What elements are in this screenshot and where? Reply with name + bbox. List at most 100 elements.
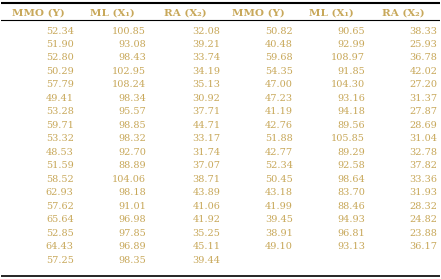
- Text: 38.33: 38.33: [409, 27, 437, 35]
- Text: 32.78: 32.78: [409, 148, 437, 157]
- Text: 96.98: 96.98: [118, 215, 146, 224]
- Text: 39.44: 39.44: [193, 256, 220, 264]
- Text: 30.92: 30.92: [193, 94, 220, 103]
- Text: 88.89: 88.89: [118, 161, 146, 170]
- Text: 42.77: 42.77: [265, 148, 293, 157]
- Text: 104.30: 104.30: [331, 80, 365, 90]
- Text: 93.13: 93.13: [337, 242, 365, 251]
- Text: 57.79: 57.79: [46, 80, 74, 90]
- Text: 88.46: 88.46: [337, 202, 365, 211]
- Text: 51.88: 51.88: [265, 134, 293, 143]
- Text: RA (X₂): RA (X₂): [382, 8, 425, 17]
- Text: 31.74: 31.74: [192, 148, 220, 157]
- Text: 98.43: 98.43: [118, 54, 146, 62]
- Text: 91.85: 91.85: [337, 67, 365, 76]
- Text: 51.59: 51.59: [46, 161, 74, 170]
- Text: 65.64: 65.64: [46, 215, 74, 224]
- Text: 50.29: 50.29: [46, 67, 74, 76]
- Text: 36.78: 36.78: [410, 54, 437, 62]
- Text: 24.82: 24.82: [409, 215, 437, 224]
- Text: 98.35: 98.35: [118, 256, 146, 264]
- Text: 31.37: 31.37: [409, 94, 437, 103]
- Text: 40.48: 40.48: [265, 40, 293, 49]
- Text: 100.85: 100.85: [112, 27, 146, 35]
- Text: 41.99: 41.99: [265, 202, 293, 211]
- Text: 41.06: 41.06: [193, 202, 220, 211]
- Text: 59.71: 59.71: [46, 121, 74, 130]
- Text: 90.65: 90.65: [337, 27, 365, 35]
- Text: 31.04: 31.04: [409, 134, 437, 143]
- Text: 36.17: 36.17: [409, 242, 437, 251]
- Text: 92.99: 92.99: [337, 40, 365, 49]
- Text: 48.53: 48.53: [46, 148, 74, 157]
- Text: 25.93: 25.93: [410, 40, 437, 49]
- Text: 47.00: 47.00: [265, 80, 293, 90]
- Text: 41.92: 41.92: [193, 215, 220, 224]
- Text: 33.74: 33.74: [192, 54, 220, 62]
- Text: 92.70: 92.70: [118, 148, 146, 157]
- Text: 37.07: 37.07: [193, 161, 220, 170]
- Text: 108.97: 108.97: [331, 54, 365, 62]
- Text: 34.19: 34.19: [193, 67, 220, 76]
- Text: 97.85: 97.85: [118, 229, 146, 238]
- Text: 33.17: 33.17: [192, 134, 220, 143]
- Text: 94.93: 94.93: [337, 215, 365, 224]
- Text: 42.76: 42.76: [265, 121, 293, 130]
- Text: 98.18: 98.18: [118, 188, 146, 197]
- Text: 54.35: 54.35: [265, 67, 293, 76]
- Text: 102.95: 102.95: [112, 67, 146, 76]
- Text: 105.85: 105.85: [331, 134, 365, 143]
- Text: 58.52: 58.52: [46, 175, 74, 184]
- Text: 37.71: 37.71: [192, 107, 220, 116]
- Text: 27.20: 27.20: [409, 80, 437, 90]
- Text: 91.01: 91.01: [118, 202, 146, 211]
- Text: 52.34: 52.34: [265, 161, 293, 170]
- Text: MMO (Y): MMO (Y): [232, 8, 285, 17]
- Text: 62.93: 62.93: [46, 188, 74, 197]
- Text: 83.70: 83.70: [337, 188, 365, 197]
- Text: 38.91: 38.91: [265, 229, 293, 238]
- Text: 37.82: 37.82: [409, 161, 437, 170]
- Text: 98.64: 98.64: [337, 175, 365, 184]
- Text: 98.32: 98.32: [118, 134, 146, 143]
- Text: 45.11: 45.11: [193, 242, 220, 251]
- Text: 93.08: 93.08: [118, 40, 146, 49]
- Text: 39.45: 39.45: [265, 215, 293, 224]
- Text: 96.81: 96.81: [337, 229, 365, 238]
- Text: MMO (Y): MMO (Y): [12, 8, 65, 17]
- Text: 53.28: 53.28: [46, 107, 74, 116]
- Text: 32.08: 32.08: [193, 27, 220, 35]
- Text: 92.58: 92.58: [337, 161, 365, 170]
- Text: RA (X₂): RA (X₂): [164, 8, 207, 17]
- Text: 89.56: 89.56: [337, 121, 365, 130]
- Text: ML (X₁): ML (X₁): [309, 8, 354, 17]
- Text: 59.68: 59.68: [265, 54, 293, 62]
- Text: 52.80: 52.80: [46, 54, 74, 62]
- Text: 57.62: 57.62: [46, 202, 74, 211]
- Text: 96.89: 96.89: [118, 242, 146, 251]
- Text: 35.25: 35.25: [193, 229, 220, 238]
- Text: 108.24: 108.24: [112, 80, 146, 90]
- Text: 28.32: 28.32: [409, 202, 437, 211]
- Text: 98.85: 98.85: [118, 121, 146, 130]
- Text: 44.71: 44.71: [192, 121, 220, 130]
- Text: 35.13: 35.13: [193, 80, 220, 90]
- Text: 98.34: 98.34: [118, 94, 146, 103]
- Text: 94.18: 94.18: [337, 107, 365, 116]
- Text: 52.85: 52.85: [46, 229, 74, 238]
- Text: 50.82: 50.82: [265, 27, 293, 35]
- Text: 38.71: 38.71: [193, 175, 220, 184]
- Text: 23.88: 23.88: [410, 229, 437, 238]
- Text: 104.06: 104.06: [112, 175, 146, 184]
- Text: 47.23: 47.23: [265, 94, 293, 103]
- Text: 51.90: 51.90: [46, 40, 74, 49]
- Text: 43.89: 43.89: [193, 188, 220, 197]
- Text: 31.93: 31.93: [409, 188, 437, 197]
- Text: 39.21: 39.21: [193, 40, 220, 49]
- Text: 57.25: 57.25: [46, 256, 74, 264]
- Text: 89.29: 89.29: [337, 148, 365, 157]
- Text: 64.43: 64.43: [46, 242, 74, 251]
- Text: ML (X₁): ML (X₁): [90, 8, 135, 17]
- Text: 41.19: 41.19: [265, 107, 293, 116]
- Text: 53.32: 53.32: [46, 134, 74, 143]
